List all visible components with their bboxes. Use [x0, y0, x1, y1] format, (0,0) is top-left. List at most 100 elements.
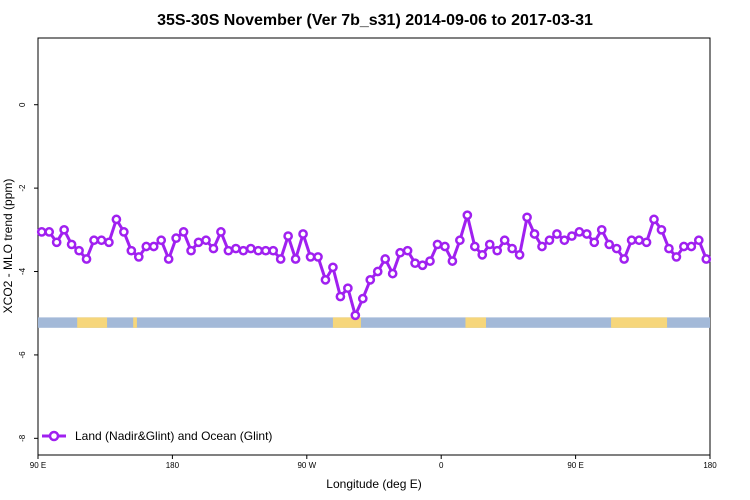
data-point-0-31: [268, 245, 279, 256]
data-point-0-80: [634, 235, 644, 246]
data-point-0-45: [372, 266, 383, 277]
data-point-0-74: [589, 237, 600, 248]
y-axis: 0 -2 -4 -6 -8: [18, 102, 38, 442]
data-point-0-60: [484, 239, 495, 250]
map-strip-ocean: [38, 317, 710, 328]
series-layer: [36, 210, 712, 321]
data-point-0-9: [104, 237, 114, 248]
data-point-0-49: [402, 245, 413, 256]
data-point-0-78: [619, 254, 629, 264]
data-point-0-6: [81, 254, 92, 264]
data-point-0-58: [469, 241, 480, 252]
x-axis-label: Longitude (deg E): [326, 477, 421, 491]
data-point-0-5: [74, 245, 84, 256]
data-point-0-15: [148, 241, 159, 252]
x-tick-label-2: 90 W: [297, 461, 316, 470]
legend: Land (Nadir&Glint) and Ocean (Glint): [42, 429, 272, 443]
data-point-0-75: [596, 224, 607, 235]
data-point-0-26: [231, 243, 241, 254]
data-point-0-55: [447, 256, 458, 266]
x-tick-label-4: 90 E: [567, 461, 583, 470]
data-point-0-32: [275, 254, 286, 264]
data-point-0-42: [350, 310, 361, 321]
data-point-0-72: [574, 227, 585, 237]
data-point-0-62: [499, 235, 510, 246]
map-strip-land-1: [133, 317, 137, 328]
data-point-0-86: [679, 241, 689, 252]
map-strip-land-2: [332, 317, 361, 328]
x-tick-label-3: 0: [439, 461, 444, 470]
data-point-0-28: [245, 243, 256, 254]
data-point-0-35: [298, 229, 308, 239]
data-point-0-38: [320, 275, 331, 285]
data-point-0-40: [335, 291, 346, 302]
map-strip-land-4: [611, 317, 668, 328]
data-point-0-53: [432, 239, 443, 250]
data-point-0-22: [201, 235, 211, 246]
data-point-0-56: [455, 235, 465, 246]
data-point-0-69: [552, 229, 562, 239]
data-point-0-71: [567, 231, 577, 241]
data-point-0-67: [537, 241, 547, 252]
series-line-0: [41, 213, 708, 317]
data-point-0-82: [649, 214, 659, 225]
y-tick-label-0: 0: [18, 102, 27, 107]
data-point-0-81: [641, 237, 652, 248]
data-point-0-18: [171, 233, 181, 244]
data-point-0-76: [604, 239, 615, 250]
data-point-0-19: [178, 227, 189, 237]
y-tick-label-3: -6: [18, 351, 27, 359]
data-point-0-83: [656, 224, 667, 235]
data-point-0-54: [440, 241, 450, 252]
data-point-0-21: [193, 237, 204, 248]
data-point-0-3: [59, 224, 69, 235]
y-tick-label-4: -8: [18, 434, 27, 442]
data-point-0-43: [357, 293, 368, 304]
x-tick-label-5: 180: [703, 461, 717, 470]
data-point-0-52: [425, 256, 435, 266]
data-point-0-12: [126, 245, 137, 256]
y-tick-label-1: -2: [18, 184, 27, 192]
data-point-0-14: [141, 241, 152, 252]
data-point-0-51: [417, 260, 428, 271]
data-point-0-41: [343, 283, 353, 294]
data-point-0-23: [208, 243, 219, 254]
data-point-0-84: [664, 243, 674, 254]
data-point-0-25: [223, 245, 234, 256]
data-point-0-68: [544, 235, 555, 246]
data-point-0-85: [671, 252, 682, 262]
data-point-0-48: [395, 247, 405, 258]
data-point-0-64: [514, 249, 525, 260]
x-tick-label-1: 180: [166, 461, 180, 470]
chart-title: 35S-30S November (Ver 7b_s31) 2014-09-06…: [157, 12, 593, 29]
data-point-0-16: [156, 235, 167, 246]
map-strip: [38, 317, 710, 328]
data-point-0-88: [693, 235, 704, 246]
data-point-0-29: [253, 245, 264, 256]
data-point-0-11: [119, 227, 129, 237]
data-point-0-89: [701, 254, 712, 264]
data-point-0-65: [522, 212, 532, 223]
data-point-0-17: [163, 254, 174, 264]
data-point-0-70: [559, 235, 570, 246]
data-point-0-50: [410, 258, 420, 269]
data-point-0-20: [186, 245, 196, 256]
data-point-0-66: [529, 229, 540, 239]
data-point-0-8: [96, 235, 107, 246]
data-point-0-2: [51, 237, 62, 248]
data-point-0-7: [89, 235, 99, 246]
data-point-0-24: [216, 227, 226, 237]
data-point-0-73: [581, 229, 592, 239]
data-point-0-87: [686, 241, 697, 252]
data-point-0-30: [260, 245, 271, 256]
data-point-0-59: [477, 249, 488, 260]
y-tick-label-2: -4: [18, 267, 27, 275]
data-point-0-0: [36, 227, 47, 237]
data-point-0-1: [44, 227, 55, 237]
data-point-0-34: [290, 254, 301, 264]
x-axis: 90 E 180 90 W 0 90 E 180: [30, 455, 717, 470]
data-point-0-79: [626, 235, 637, 246]
data-point-0-46: [380, 254, 391, 264]
plot-frame: [37, 37, 711, 456]
